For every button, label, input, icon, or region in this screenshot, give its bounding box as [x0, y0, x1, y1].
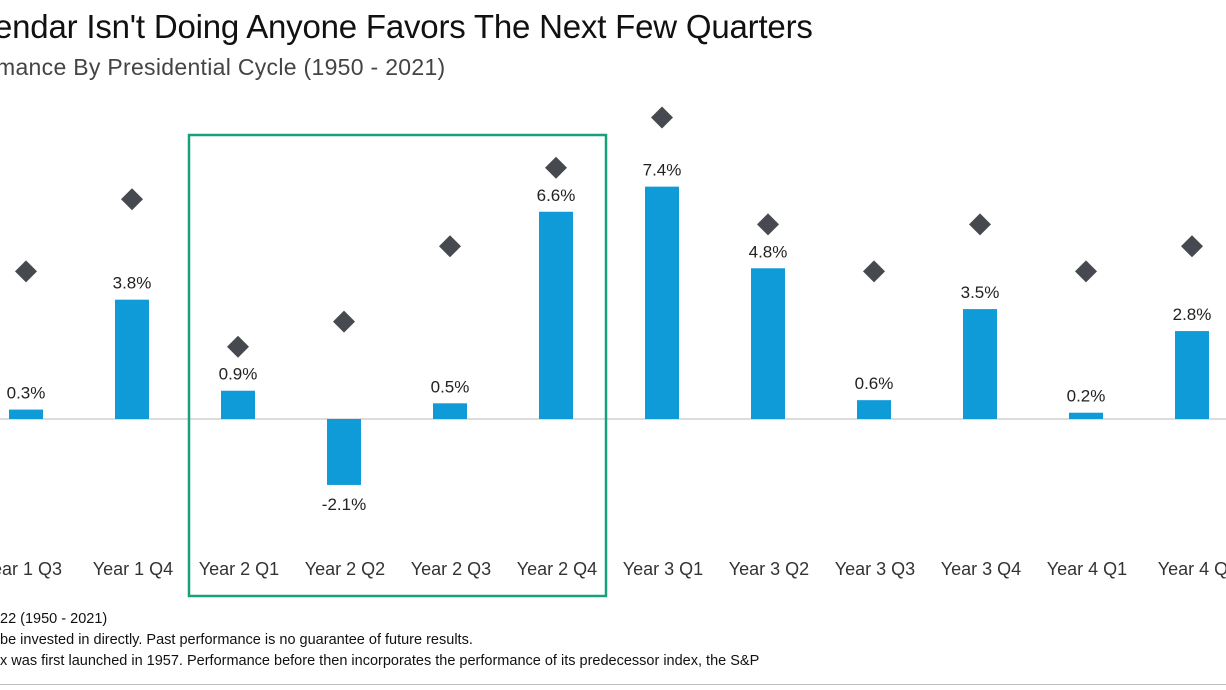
diamond-marker: [863, 260, 885, 283]
diamond-marker: [757, 213, 779, 236]
data-label: 0.2%: [1067, 387, 1106, 406]
bottom-divider: [0, 684, 1226, 685]
bar: [115, 299, 149, 419]
diamond-marker: [227, 335, 249, 358]
chart-subtitle: mance By Presidential Cycle (1950 - 2021…: [0, 54, 446, 80]
x-tick-label: ear 1 Q3: [0, 559, 62, 579]
x-tick-label: Year 4 Q1: [1047, 559, 1127, 579]
diamond-marker: [969, 213, 991, 236]
diamond-marker: [1075, 260, 1097, 283]
bar: [857, 400, 891, 419]
data-label: 0.3%: [7, 384, 46, 403]
bar: [221, 390, 255, 419]
chart-title: endar Isn't Doing Anyone Favors The Next…: [0, 8, 813, 45]
data-label: 3.8%: [113, 274, 152, 293]
highlight-box: [187, 133, 608, 598]
footnote-line: 22 (1950 - 2021): [0, 611, 108, 627]
data-label: 0.9%: [219, 365, 258, 384]
x-tick-label: Year 3 Q2: [729, 559, 809, 579]
x-tick-label: Year 2 Q4: [517, 559, 597, 579]
footnote-line: x was first launched in 1957. Performanc…: [0, 653, 760, 669]
bar: [9, 409, 43, 419]
footnotes: 22 (1950 - 2021) be invested in directly…: [0, 609, 759, 672]
data-label: 0.5%: [431, 377, 470, 396]
data-label: 0.6%: [855, 374, 894, 393]
diamond-marker: [439, 235, 461, 258]
data-label: 6.6%: [537, 186, 576, 205]
x-tick-label: Year 4 Q: [1158, 559, 1226, 579]
bar: [1175, 331, 1209, 419]
data-label: 3.5%: [961, 283, 1000, 302]
diamond-marker: [1181, 235, 1203, 258]
bar: [327, 419, 361, 485]
diamond-marker: [651, 106, 673, 129]
bar: [433, 403, 467, 419]
x-tick-label: Year 2 Q1: [199, 559, 279, 579]
diamond-marker: [545, 156, 567, 179]
x-tick-label: Year 3 Q3: [835, 559, 915, 579]
bar: [539, 211, 573, 419]
data-label: -2.1%: [322, 495, 366, 514]
data-label: 2.8%: [1173, 305, 1212, 324]
x-tick-label: Year 2 Q3: [411, 559, 491, 579]
diamond-marker: [333, 310, 355, 333]
bar: [963, 309, 997, 419]
footnote-line: be invested in directly. Past performanc…: [0, 632, 473, 648]
x-tick-label: Year 1 Q4: [93, 559, 173, 579]
bar: [645, 186, 679, 419]
x-tick-label: Year 3 Q4: [941, 559, 1021, 579]
bar: [1069, 412, 1103, 419]
x-tick-label: Year 3 Q1: [623, 559, 703, 579]
data-label: 4.8%: [749, 242, 788, 261]
x-tick-label: Year 2 Q2: [305, 559, 385, 579]
bar: [751, 268, 785, 419]
diamond-marker: [15, 260, 37, 283]
data-label: 7.4%: [643, 161, 682, 180]
diamond-marker: [121, 188, 143, 211]
